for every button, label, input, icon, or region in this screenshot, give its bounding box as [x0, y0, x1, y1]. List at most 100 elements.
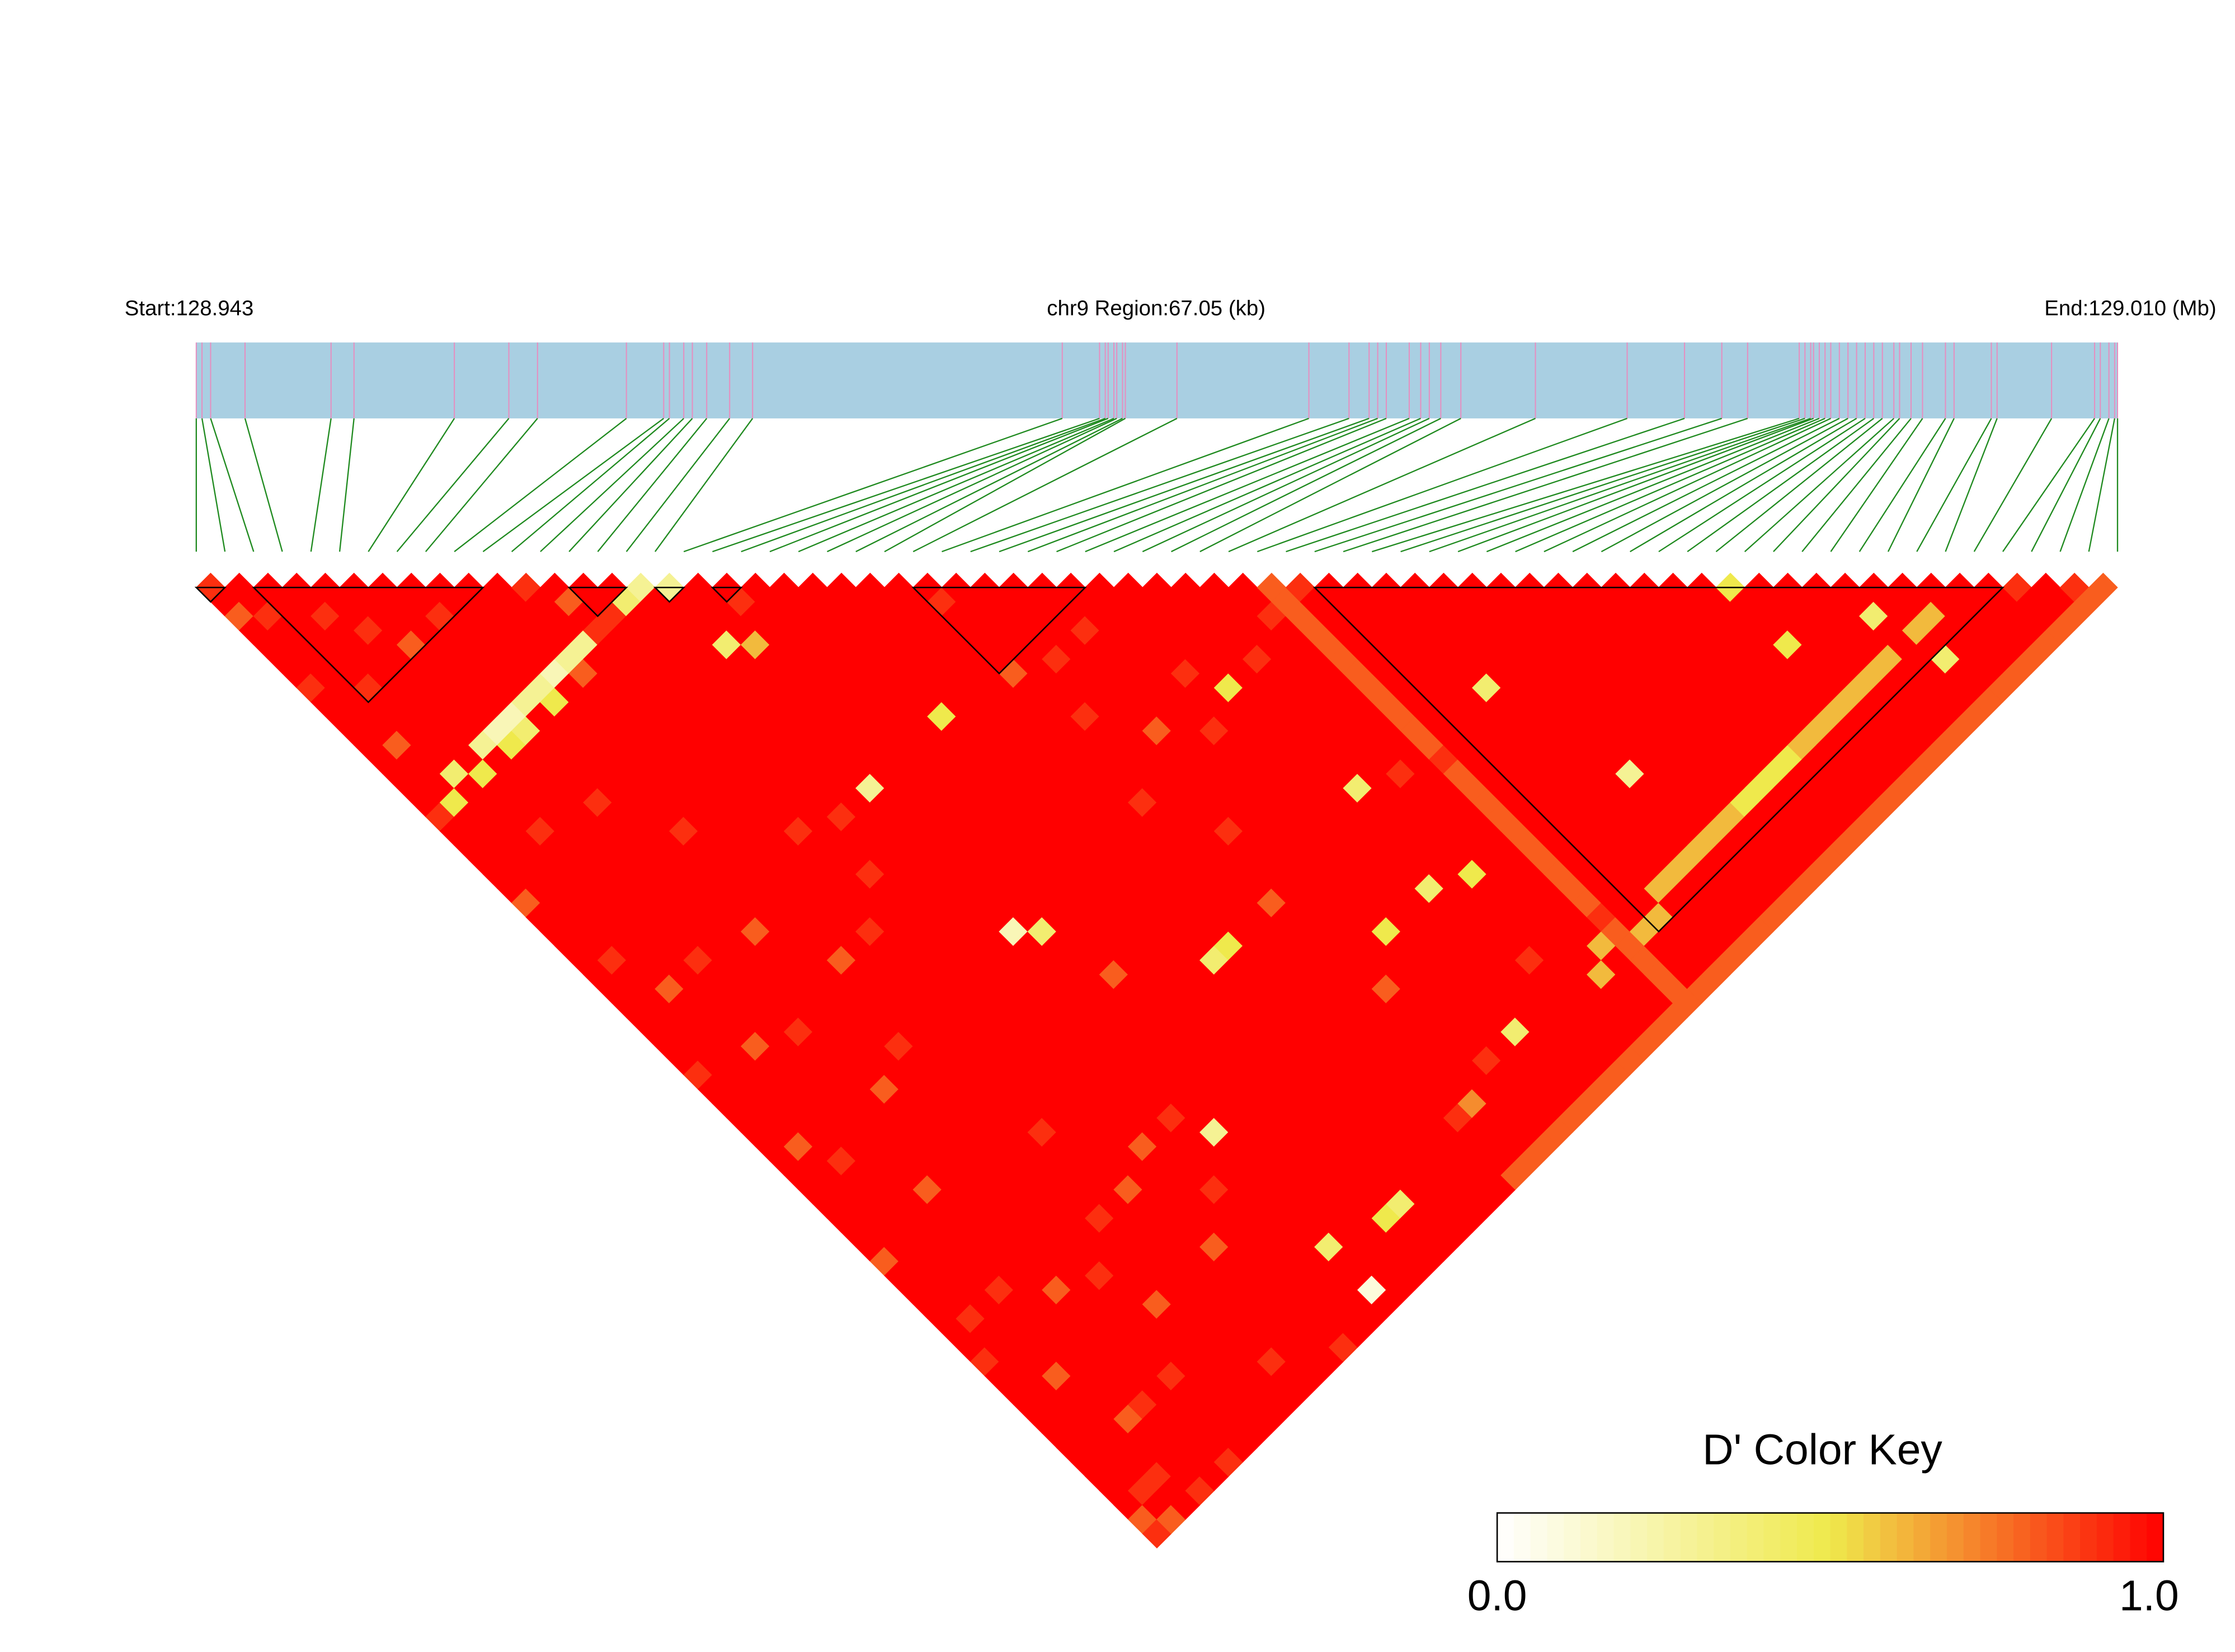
snp-connector	[1687, 417, 1874, 553]
snp-connector	[970, 417, 1349, 553]
color-key-step	[1780, 1513, 1798, 1562]
color-key-step	[2030, 1513, 2048, 1562]
snp-connector	[454, 418, 627, 552]
snp-connector	[1630, 417, 1857, 553]
snp-connector	[1457, 417, 1814, 553]
color-key-step	[1847, 1513, 1864, 1562]
region-label: chr9 Region:67.05 (kb)	[1047, 296, 1265, 321]
color-key-step	[1680, 1513, 1698, 1562]
color-key-step	[1663, 1513, 1681, 1562]
snp-connector	[1572, 417, 1840, 553]
ld-block	[653, 586, 686, 603]
snp-connector	[425, 418, 538, 552]
snp-connector	[1601, 417, 1848, 553]
snp-connector	[1429, 417, 1811, 553]
snp-connector	[1486, 417, 1820, 553]
color-key-step	[2063, 1513, 2081, 1562]
snp-connector	[798, 417, 1114, 553]
color-key-step	[2113, 1513, 2131, 1562]
snp-connector	[1228, 417, 1536, 553]
color-key-step	[1730, 1513, 1748, 1562]
color-key-step	[1564, 1513, 1581, 1562]
color-key-step	[1714, 1513, 1731, 1562]
color-key-step	[1613, 1513, 1631, 1562]
snp-connector	[683, 417, 1063, 553]
color-key-step	[1547, 1513, 1564, 1562]
color-key-step	[1946, 1513, 1964, 1562]
snp-connector	[712, 417, 1100, 553]
snp-connector	[1343, 417, 1748, 553]
snp-connector	[1916, 418, 1992, 552]
color-key-step	[1797, 1513, 1814, 1562]
color-key-step	[1864, 1513, 1881, 1562]
snp-connector	[1544, 417, 1831, 553]
color-key-frame	[1496, 1512, 2165, 1562]
color-key-step	[1963, 1513, 1981, 1562]
color-key-step	[1830, 1513, 1848, 1562]
snp-connector	[244, 418, 283, 552]
color-key-step	[2130, 1513, 2147, 1562]
color-key-step	[1630, 1513, 1648, 1562]
snp-connector	[1973, 418, 2053, 552]
color-key-step	[1997, 1513, 2014, 1562]
ld-block	[194, 586, 227, 603]
snp-connector	[999, 417, 1370, 553]
region-start: Start:128.943	[125, 296, 254, 321]
snp-connector	[310, 418, 332, 552]
snp-connector	[338, 418, 355, 552]
snp-connector	[625, 418, 731, 552]
ld-block	[911, 586, 1087, 675]
snp-connector	[884, 417, 1126, 553]
snp-connector	[597, 418, 708, 552]
snp-connector	[1945, 418, 1998, 552]
snp-connector	[1658, 417, 1866, 553]
ld-block	[567, 586, 628, 618]
color-key-step	[2147, 1513, 2164, 1562]
snp-connector	[1858, 418, 1946, 552]
color-key-tick: 0.0	[1467, 1572, 1527, 1620]
snp-connector	[1027, 417, 1378, 553]
snp-connector	[655, 418, 754, 552]
snp-connector	[201, 418, 226, 552]
color-key-step	[1697, 1513, 1714, 1562]
snp-connector	[1400, 417, 1805, 553]
snp-connector	[1085, 417, 1410, 553]
ld-cell	[2088, 572, 2118, 603]
snp-connector	[2088, 418, 2116, 552]
snp-connector	[1744, 418, 1894, 552]
color-key-step	[1530, 1513, 1548, 1562]
color-key-step	[1597, 1513, 1615, 1562]
snp-connector	[1257, 417, 1627, 553]
snp-connector	[1113, 417, 1421, 553]
color-key-step	[1930, 1513, 1947, 1562]
snp-connector	[826, 417, 1117, 553]
color-key-step	[2013, 1513, 2031, 1562]
snp-connector	[942, 417, 1309, 553]
snp-connector	[1515, 417, 1825, 553]
color-key-step	[1513, 1513, 1531, 1562]
ld-block	[252, 586, 485, 703]
color-key-tick: 1.0	[2119, 1572, 2179, 1620]
snp-connector	[396, 418, 510, 552]
snp-connector	[1372, 417, 1800, 553]
color-key-step	[1980, 1513, 1998, 1562]
snp-connector	[482, 417, 665, 553]
color-key-step	[1497, 1513, 1514, 1562]
snp-connector	[1801, 418, 1912, 552]
snp-connector	[1056, 417, 1387, 553]
snp-connector	[769, 417, 1109, 553]
region-end: End:129.010 (Mb)	[2044, 296, 2216, 321]
color-key-step	[1580, 1513, 1598, 1562]
color-key-step	[1813, 1513, 1831, 1562]
snp-connector	[1171, 417, 1441, 553]
color-key-step	[2080, 1513, 2097, 1562]
region-bar	[196, 342, 2118, 418]
snp-connector	[1142, 417, 1430, 553]
snp-connector	[568, 418, 693, 552]
snp-connector	[210, 418, 255, 552]
snp-connector	[1199, 417, 1461, 553]
snp-connector	[2059, 418, 2110, 552]
snp-connector	[2002, 418, 2095, 552]
ld-block	[711, 586, 743, 603]
color-key-title: D' Color Key	[1702, 1425, 1942, 1474]
